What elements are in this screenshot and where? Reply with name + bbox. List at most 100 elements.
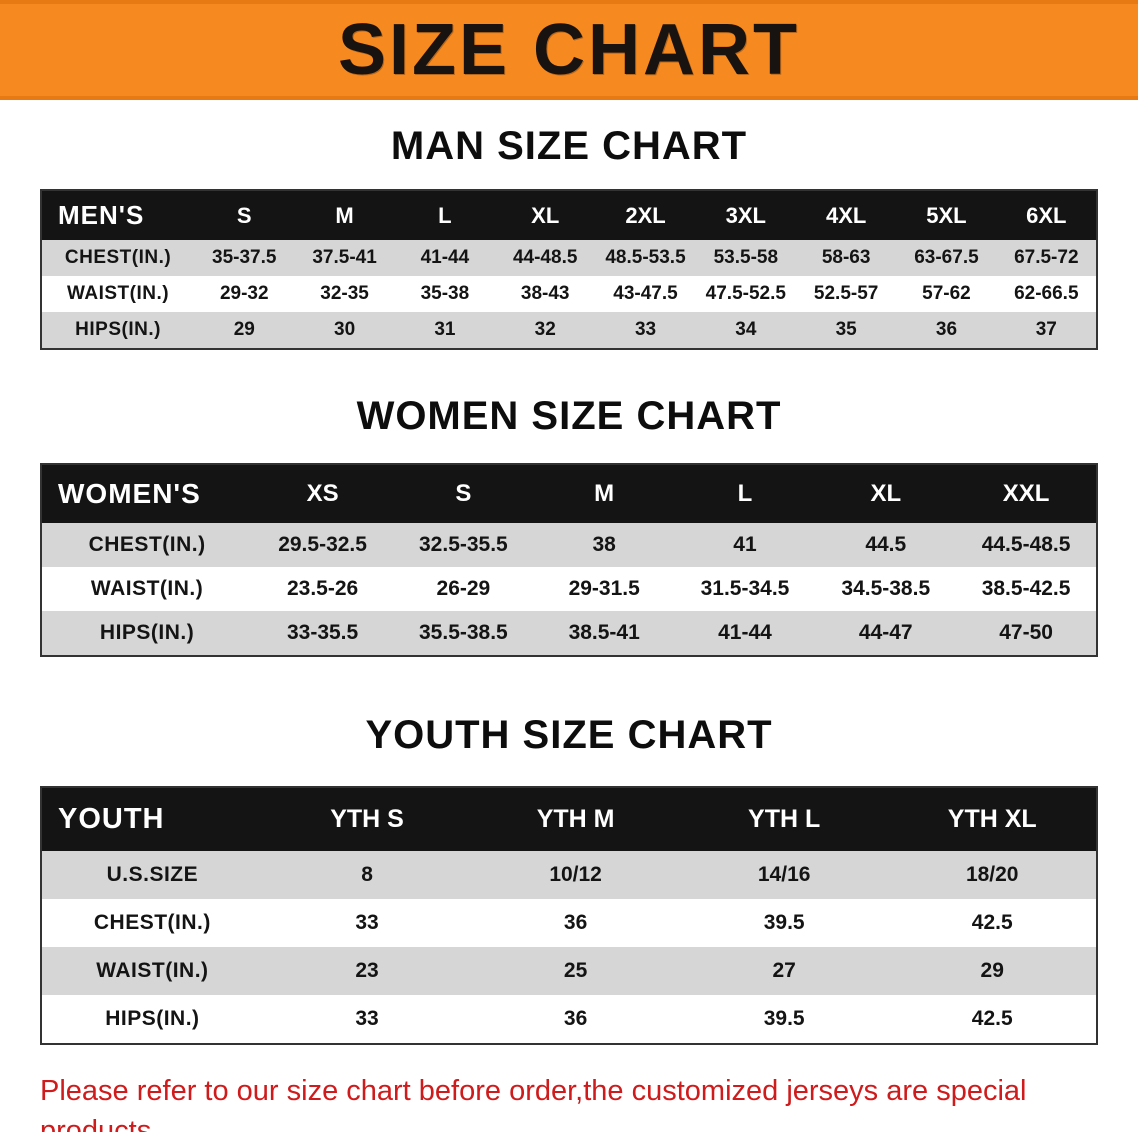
- value-cell: 67.5-72: [1014, 247, 1079, 268]
- value-cell: 33: [355, 911, 379, 934]
- value-cell: 52.5-57: [813, 283, 879, 304]
- table-head: YOUTH YTH S YTH M YTH L YTH XL: [41, 787, 1097, 851]
- value-cell: 38: [592, 533, 616, 556]
- table-header-row: WOMEN'S XS S M L XL XXL: [41, 464, 1097, 523]
- value-cell: 14/16: [757, 863, 811, 886]
- sections-root: MAN SIZE CHART MEN'S S M L XL 2XL 3XL 4XL 5XL 6XL C…: [0, 124, 1138, 1045]
- value-cell: 43-47.5: [613, 283, 678, 304]
- value-cell: 29.5-32.5: [278, 533, 367, 556]
- value-cell: 37.5-41: [312, 247, 377, 268]
- column-header: 6XL: [1026, 202, 1067, 228]
- row-label-cell: WAIST(IN.): [67, 283, 170, 304]
- column-header: M: [594, 480, 615, 507]
- row-label-cell: U.S.SIZE: [106, 863, 199, 886]
- value-cell: 39.5: [763, 911, 805, 934]
- value-cell: 8: [361, 863, 373, 886]
- value-cell: 32: [534, 319, 556, 340]
- value-cell: 33: [634, 319, 657, 340]
- table-title-cell: MEN'S: [58, 200, 145, 230]
- value-cell: 44-47: [858, 621, 913, 644]
- value-cell: 36: [935, 319, 958, 340]
- row-label-cell: CHEST(IN.): [88, 533, 206, 556]
- column-header: YTH XL: [947, 805, 1037, 833]
- value-cell: 29-31.5: [568, 577, 640, 600]
- table-head: MEN'S S M L XL 2XL 3XL 4XL 5XL 6XL: [41, 190, 1097, 240]
- value-cell: 44.5-48.5: [981, 533, 1071, 556]
- footer-note: Please refer to our size chart before or…: [40, 1071, 1138, 1132]
- table-row: U.S.SIZE 8 10/12 14/16 18/20: [41, 851, 1097, 899]
- table-row: HIPS(IN.) 33 36 39.5 42.5: [41, 995, 1097, 1044]
- column-header: XS: [306, 480, 339, 507]
- value-cell: 23: [355, 959, 379, 982]
- value-cell: 31: [434, 319, 456, 340]
- value-cell: 38-43: [520, 283, 570, 304]
- value-cell: 58-63: [821, 247, 871, 268]
- value-cell: 32-35: [320, 283, 369, 304]
- value-cell: 18/20: [965, 863, 1019, 886]
- table-title-cell: WOMEN'S: [58, 478, 201, 509]
- banner: SIZE CHART: [0, 0, 1138, 100]
- table-header-row: MEN'S S M L XL 2XL 3XL 4XL 5XL 6XL: [41, 190, 1097, 240]
- table-row: HIPS(IN.) 29 30 31 32 33 34 35 36 37: [41, 312, 1097, 349]
- size-table: MEN'S S M L XL 2XL 3XL 4XL 5XL 6XL CHEST(IN.) 35-37…: [40, 189, 1098, 350]
- table-header-row: YOUTH YTH S YTH M YTH L YTH XL: [41, 787, 1097, 851]
- value-cell: 57-62: [922, 283, 971, 304]
- value-cell: 29: [980, 959, 1004, 982]
- value-cell: 34.5-38.5: [841, 577, 931, 600]
- size-chart-section: MAN SIZE CHART MEN'S S M L XL 2XL 3XL 4XL 5XL 6XL C…: [0, 124, 1138, 350]
- value-cell: 30: [334, 319, 356, 340]
- banner-title: SIZE CHART: [338, 10, 800, 90]
- value-cell: 47-50: [999, 621, 1053, 644]
- column-header: 3XL: [725, 202, 766, 228]
- column-header: 4XL: [825, 202, 867, 228]
- size-chart-section: WOMEN SIZE CHART WOMEN'S XS S M L XL XXL CHEST(I…: [0, 394, 1138, 657]
- column-header: 5XL: [926, 202, 967, 228]
- section-heading: MAN SIZE CHART: [390, 124, 748, 168]
- value-cell: 38.5-41: [568, 621, 640, 644]
- size-table: YOUTH YTH S YTH M YTH L YTH XL U.S.SIZE 8 10/12…: [40, 786, 1098, 1045]
- value-cell: 44-48.5: [512, 247, 578, 268]
- column-header: XXL: [1002, 480, 1050, 507]
- value-cell: 53.5-58: [713, 247, 779, 268]
- footer-note-line1: Please refer to our size chart before or…: [40, 1075, 1027, 1132]
- value-cell: 42.5: [971, 1007, 1013, 1030]
- table-body: CHEST(IN.) 29.5-32.5 32.5-35.5 38 41 44.5 44.5…: [41, 523, 1097, 656]
- value-cell: 35.5-38.5: [419, 621, 508, 644]
- value-cell: 31.5-34.5: [700, 577, 790, 600]
- value-cell: 25: [563, 959, 588, 982]
- value-cell: 47.5-52.5: [705, 283, 786, 304]
- value-cell: 48.5-53.5: [605, 247, 686, 268]
- column-header: M: [335, 202, 354, 228]
- value-cell: 38.5-42.5: [981, 577, 1071, 600]
- row-label-cell: HIPS(IN.): [75, 319, 161, 340]
- table-row: WAIST(IN.) 29-32 32-35 35-38 38-43 43-47.5 47.…: [41, 276, 1097, 312]
- value-cell: 62-66.5: [1014, 283, 1079, 304]
- value-cell: 23.5-26: [286, 577, 359, 600]
- table-row: WAIST(IN.) 23.5-26 26-29 29-31.5 31.5-34.5 34…: [41, 567, 1097, 611]
- row-label-cell: WAIST(IN.): [90, 577, 204, 600]
- row-label-cell: WAIST(IN.): [96, 959, 209, 982]
- section-heading: YOUTH SIZE CHART: [365, 713, 773, 757]
- table-row: CHEST(IN.) 29.5-32.5 32.5-35.5 38 41 44.5 44.5…: [41, 523, 1097, 567]
- value-cell: 29: [233, 319, 255, 340]
- value-cell: 32.5-35.5: [419, 533, 508, 556]
- row-label-cell: HIPS(IN.): [99, 621, 195, 644]
- value-cell: 44.5: [865, 533, 907, 556]
- value-cell: 39.5: [763, 1007, 805, 1030]
- column-header: L: [438, 202, 452, 228]
- column-header: 2XL: [625, 202, 666, 228]
- table-title-cell: YOUTH: [58, 803, 165, 835]
- value-cell: 36: [563, 911, 588, 934]
- table-row: CHEST(IN.) 35-37.5 37.5-41 41-44 44-48.5 48.5…: [41, 240, 1097, 276]
- value-cell: 26-29: [436, 577, 491, 600]
- column-header: S: [455, 480, 472, 507]
- column-header: S: [236, 202, 252, 228]
- column-header: XL: [531, 202, 560, 228]
- column-header: YTH L: [748, 805, 821, 833]
- row-label-cell: HIPS(IN.): [105, 1007, 200, 1030]
- value-cell: 27: [772, 959, 796, 982]
- value-cell: 35-38: [420, 283, 470, 304]
- table-body: U.S.SIZE 8 10/12 14/16 18/20 CHEST(IN.) 33 36 39…: [41, 851, 1097, 1044]
- row-label-cell: CHEST(IN.): [64, 247, 172, 268]
